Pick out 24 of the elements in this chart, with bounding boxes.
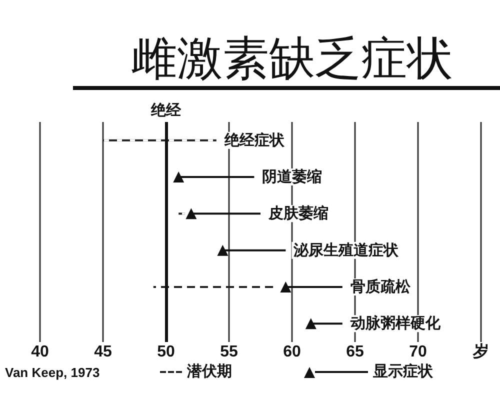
x-tick-label: 45	[94, 344, 112, 360]
legend-label: 显示症状	[373, 363, 433, 381]
point	[173, 172, 184, 182]
x-tick-label: 55	[220, 344, 238, 360]
y-tick-label: 皮肤萎缩	[268, 205, 328, 222]
x-tick-label: 65	[346, 344, 364, 360]
y-tick-label: 骨质疏松	[350, 278, 412, 296]
y-tick-label: 动脉粥样硬化	[349, 314, 442, 332]
y-tick-label: 绝经症状	[223, 132, 286, 149]
x-tick-label: 60	[283, 344, 301, 360]
y-tick-label: 泌尿生殖道症状	[292, 242, 400, 259]
point	[186, 208, 197, 220]
x-tick-label: 40	[31, 344, 49, 360]
ref-line-label: 绝经	[150, 102, 182, 119]
point	[280, 282, 292, 292]
x-tick-label: 70	[409, 344, 427, 360]
chart-title: 雌激素缺乏症状	[131, 32, 453, 84]
legend-label: 潜伏期	[187, 363, 232, 381]
point	[217, 244, 228, 256]
y-tick-label: 阴道萎缩	[262, 168, 322, 186]
point	[305, 318, 316, 330]
x-tick-label: 岁	[472, 342, 489, 360]
x-tick-label: 50	[157, 344, 175, 360]
text: Van Keep, 1973	[5, 365, 100, 380]
